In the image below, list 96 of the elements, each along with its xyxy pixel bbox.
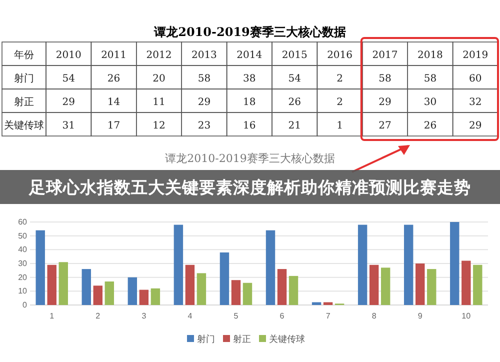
bar bbox=[104, 281, 114, 305]
data-label: 21 bbox=[288, 120, 301, 132]
data-label: 54 bbox=[288, 73, 301, 84]
bar bbox=[174, 224, 184, 305]
data-label: 27 bbox=[378, 120, 392, 132]
x-tick-label: 2019 bbox=[462, 50, 488, 61]
y-tick-label: 60 bbox=[18, 218, 28, 227]
bar bbox=[473, 264, 482, 305]
x-tick-label: 2 bbox=[96, 312, 101, 321]
data-label: 31 bbox=[62, 120, 75, 132]
y-tick-label: 10 bbox=[18, 286, 28, 296]
x-tick-label: 3 bbox=[142, 312, 147, 321]
data-label: 60 bbox=[469, 73, 482, 84]
data-label: 14 bbox=[107, 96, 120, 108]
x-tick-label: 2016 bbox=[327, 50, 353, 61]
chart-title: 谭龙2010-2019赛季三大核心数据 bbox=[153, 25, 346, 39]
data-label: 32 bbox=[469, 96, 482, 108]
bar bbox=[242, 282, 252, 305]
bar bbox=[150, 288, 160, 305]
x-tick-label: 2013 bbox=[191, 50, 217, 61]
data-label: 38 bbox=[243, 73, 256, 84]
bar bbox=[47, 264, 56, 305]
data-label: 23 bbox=[198, 120, 211, 132]
data-label: 1 bbox=[336, 120, 343, 132]
bar bbox=[185, 264, 195, 305]
x-axis-title: 年份 bbox=[14, 48, 34, 61]
bar bbox=[36, 230, 45, 305]
bar bbox=[82, 269, 91, 305]
y-tick-label: 20 bbox=[18, 272, 28, 282]
bar bbox=[196, 273, 206, 305]
x-tick-label: 10 bbox=[462, 312, 472, 321]
bar bbox=[58, 262, 68, 305]
x-tick-label: 2014 bbox=[236, 50, 262, 61]
bar bbox=[93, 286, 102, 305]
bar bbox=[404, 224, 414, 305]
x-tick-label: 5 bbox=[234, 312, 239, 321]
x-tick-label: 2010 bbox=[56, 50, 82, 61]
bar bbox=[427, 269, 436, 305]
legend-label: 关键传球 bbox=[269, 334, 305, 345]
y-tick-label: 0 bbox=[22, 300, 28, 310]
data-label: 29 bbox=[378, 96, 392, 108]
bar bbox=[266, 230, 276, 305]
y-tick-label: 关键传球 bbox=[4, 119, 44, 132]
x-tick-label: 9 bbox=[418, 312, 423, 321]
bar bbox=[416, 264, 425, 305]
bar bbox=[277, 269, 287, 305]
bar bbox=[462, 260, 471, 305]
data-label: 16 bbox=[243, 120, 256, 132]
bar bbox=[380, 268, 390, 305]
legend-label: 射门 bbox=[197, 334, 215, 345]
y-tick-label: 射门 bbox=[14, 72, 34, 84]
x-tick-label: 7 bbox=[326, 312, 331, 321]
bar bbox=[128, 277, 138, 305]
text: 足球心水指数五大关键要素深度解析助你精准预测比赛走势 bbox=[28, 178, 471, 197]
data-label: 18 bbox=[243, 96, 256, 108]
data-label: 26 bbox=[107, 73, 120, 84]
x-tick-label: 6 bbox=[280, 312, 285, 321]
data-label: 20 bbox=[152, 73, 166, 84]
data-label: 30 bbox=[424, 96, 437, 108]
bar bbox=[450, 222, 460, 305]
x-tick-label: 2018 bbox=[417, 50, 443, 61]
chart-title: 谭龙2010-2019赛季三大核心数据 bbox=[165, 152, 335, 165]
y-tick-label: 射正 bbox=[14, 96, 34, 108]
data-label: 2 bbox=[336, 96, 343, 108]
data-label: 29 bbox=[198, 96, 211, 108]
bar bbox=[139, 290, 149, 305]
data-label: 54 bbox=[62, 73, 75, 84]
x-tick-label: 1 bbox=[50, 312, 55, 321]
x-tick-label: 8 bbox=[372, 312, 377, 321]
data-label: 2 bbox=[336, 73, 343, 84]
bar bbox=[312, 302, 322, 305]
data-label: 11 bbox=[152, 96, 166, 108]
x-tick-label: 2012 bbox=[146, 50, 172, 61]
legend-label: 射正 bbox=[233, 334, 251, 345]
data-label: 29 bbox=[62, 96, 75, 108]
data-label: 17 bbox=[107, 120, 120, 132]
x-tick-label: 4 bbox=[188, 312, 193, 321]
y-tick-label: 30 bbox=[18, 259, 28, 268]
data-label: 58 bbox=[378, 73, 392, 84]
data-label: 26 bbox=[424, 120, 437, 132]
bar bbox=[323, 302, 333, 305]
data-label: 29 bbox=[469, 120, 482, 132]
y-tick-label: 50 bbox=[18, 231, 28, 240]
x-tick-label: 2011 bbox=[101, 50, 127, 61]
bar bbox=[288, 276, 298, 305]
data-label: 58 bbox=[198, 73, 211, 84]
bar bbox=[220, 252, 230, 305]
data-label: 58 bbox=[424, 73, 437, 84]
x-tick-label: 2015 bbox=[282, 50, 308, 61]
data-label: 12 bbox=[152, 120, 166, 132]
data-label: 26 bbox=[288, 96, 301, 108]
bar bbox=[231, 280, 241, 305]
x-tick-label: 2017 bbox=[372, 50, 398, 61]
bar bbox=[358, 224, 368, 305]
bar bbox=[369, 264, 379, 305]
y-tick-label: 40 bbox=[18, 245, 28, 254]
